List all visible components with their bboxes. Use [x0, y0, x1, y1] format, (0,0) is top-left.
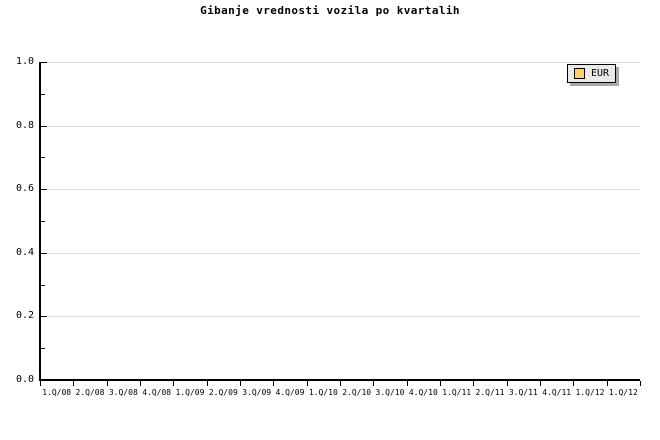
x-axis-label: 4.Q/08: [142, 388, 172, 397]
gridline: [40, 252, 640, 254]
x-axis-tick: [573, 381, 574, 386]
y-axis-tick-major: [41, 252, 47, 254]
y-axis-tick-minor: [41, 348, 45, 350]
x-axis-tick: [640, 381, 641, 386]
x-axis-tick: [473, 381, 474, 386]
x-axis-label: 3.Q/11: [508, 388, 538, 397]
y-axis-label: 1.0: [15, 56, 34, 67]
y-axis-tick-major: [41, 125, 47, 127]
y-axis-label: 0.8: [15, 119, 34, 131]
x-axis-label: 4.Q/10: [408, 388, 438, 397]
x-axis-tick: [73, 381, 74, 386]
y-axis-line: [39, 62, 41, 381]
x-axis-tick: [607, 381, 608, 386]
x-axis-tick: [507, 381, 508, 386]
gridline: [40, 189, 640, 191]
x-axis-label: 1.Q/12: [575, 388, 605, 397]
gridline: [40, 125, 640, 127]
y-axis-tick-major: [41, 316, 47, 318]
legend-label-eur: EUR: [591, 68, 610, 79]
x-axis-label: 4.Q/09: [275, 388, 305, 397]
x-axis-label: 2.Q/08: [75, 388, 105, 397]
x-axis-label: 1.Q/09: [175, 388, 205, 397]
x-axis-tick: [173, 381, 174, 386]
y-axis-tick-major: [41, 189, 47, 191]
chart-legend[interactable]: EUR: [567, 64, 617, 83]
x-axis-tick: [140, 381, 141, 386]
x-axis-tick: [207, 381, 208, 386]
gridline: [40, 316, 640, 318]
x-axis-label: 3.Q/08: [108, 388, 138, 397]
x-axis-tick: [240, 381, 241, 386]
x-axis-label: 4.Q/11: [542, 388, 572, 397]
x-axis-tick: [540, 381, 541, 386]
x-axis-tick: [107, 381, 108, 386]
x-axis-tick: [340, 381, 341, 386]
x-axis-line: [39, 379, 640, 381]
x-axis-label: 2.Q/09: [208, 388, 238, 397]
x-axis-tick: [273, 381, 274, 386]
x-axis-tick: [440, 381, 441, 386]
x-axis-label: 3.Q/10: [375, 388, 405, 397]
x-axis-label: 1.Q/11: [442, 388, 472, 397]
x-axis-label: 1.Q/12: [608, 388, 638, 397]
chart-title: Gibanje vrednosti vozila po kvartalih: [200, 4, 460, 17]
y-axis-tick-major: [41, 380, 47, 381]
y-axis-label: 0.2: [15, 310, 34, 322]
x-axis-tick: [40, 381, 41, 386]
y-axis-tick-minor: [41, 93, 45, 95]
x-axis-label: 3.Q/09: [242, 388, 272, 397]
x-axis-tick: [307, 381, 308, 386]
gridline: [40, 62, 640, 63]
y-axis-tick-minor: [41, 284, 45, 286]
y-axis-tick-minor: [41, 221, 45, 222]
y-axis-label: 0.4: [15, 246, 34, 258]
legend-swatch-eur: [574, 68, 585, 79]
x-axis-label: 2.Q/10: [342, 388, 372, 397]
y-axis-label: 0.6: [15, 183, 34, 195]
plot-area: [40, 62, 640, 381]
y-axis-label: 0.0: [15, 374, 34, 385]
y-axis-tick-minor: [41, 157, 45, 159]
x-axis-label: 1.Q/10: [308, 388, 338, 397]
x-axis-tick: [373, 381, 374, 386]
x-axis-label: 1.Q/08: [42, 388, 72, 397]
x-axis-tick: [407, 381, 408, 386]
x-axis-label: 2.Q/11: [475, 388, 505, 397]
y-axis-tick-major: [41, 62, 47, 63]
